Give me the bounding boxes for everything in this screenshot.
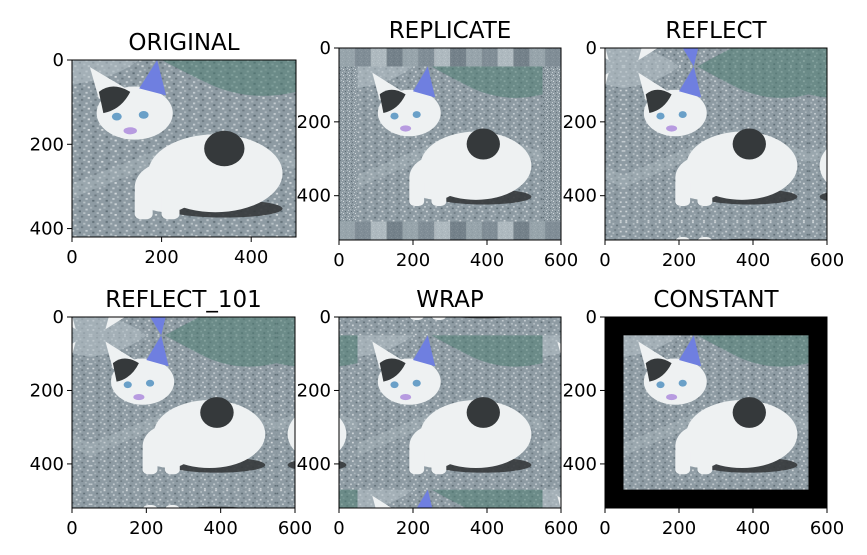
subplot-6: CONSTANT 0 200 400 600 0 200 400 (563, 287, 845, 539)
y-tick-label: 400 (297, 186, 331, 207)
y-tick-label: 200 (297, 380, 331, 401)
subplot-5-border-photo (339, 317, 358, 336)
image-area (339, 317, 561, 508)
subplot-title: REFLECT (665, 18, 767, 44)
x-tick-label: 400 (203, 518, 237, 539)
x-tick-label: 400 (470, 518, 504, 539)
subplot-title: CONSTANT (653, 287, 779, 313)
subplot-title: WRAP (416, 287, 484, 313)
subplot-4-photo (90, 335, 277, 490)
y-tick-label: 400 (30, 454, 64, 475)
y-tick-label: 400 (297, 454, 331, 475)
axes-frame (338, 47, 562, 241)
x-tick-label: 200 (396, 518, 430, 539)
image-area (605, 48, 827, 240)
subplot-3-border-photo (605, 221, 624, 240)
subplot-5-border-photo (542, 489, 561, 508)
x-tick-label: 400 (470, 250, 504, 271)
x-tick-label: 600 (544, 518, 578, 539)
subplot-5-border-photo (542, 317, 561, 336)
subplot-3-border-photo (623, 48, 809, 67)
image-area (72, 60, 296, 237)
x-tick-label: 400 (234, 247, 268, 268)
subplot-5: WRAP 0 200 400 600 0 200 400 (297, 287, 579, 539)
subplot-2-photo (357, 66, 543, 222)
x-tick-label: 0 (66, 518, 77, 539)
x-tick-label: 0 (599, 250, 610, 271)
subplot-4-border-photo (72, 489, 91, 508)
subplot-6-photo (623, 335, 809, 490)
subplot-4-border-photo (276, 489, 295, 508)
subplot-4-border-photo (276, 335, 295, 490)
subplot-4-border-photo (90, 317, 277, 336)
x-tick-label: 200 (662, 518, 696, 539)
y-tick-label: 400 (563, 454, 597, 475)
subplot-5-border-photo (357, 489, 543, 508)
y-tick-label: 200 (30, 134, 64, 155)
y-tick-label: 0 (53, 50, 64, 71)
image-area (72, 317, 295, 508)
subplot-3-border-photo (605, 48, 624, 67)
x-tick-label: 0 (66, 247, 77, 268)
subplot-4-border-photo (276, 317, 295, 336)
y-tick-label: 400 (563, 186, 597, 207)
x-tick-label: 200 (662, 250, 696, 271)
subplot-title: REFLECT_101 (105, 287, 262, 313)
subplot-3-photo (623, 66, 809, 222)
x-tick-label: 600 (810, 518, 844, 539)
x-tick-label: 600 (278, 518, 312, 539)
axes-frame (604, 47, 828, 241)
x-tick-label: 200 (144, 247, 178, 268)
subplot-5-border-photo (339, 489, 358, 508)
y-tick-label: 0 (320, 307, 331, 328)
image-area (605, 317, 827, 508)
subplot-title: ORIGINAL (128, 30, 239, 56)
subplot-4: REFLECT_101 0 200 400 600 0 200 400 (30, 287, 313, 539)
subplot-3-border-photo (808, 221, 827, 240)
subplot-5-border-photo (542, 335, 561, 490)
y-tick-label: 0 (320, 38, 331, 59)
subplot-title: REPLICATE (389, 18, 512, 44)
subplot-4-border-photo (90, 489, 277, 508)
x-tick-label: 400 (736, 518, 770, 539)
axes-frame (604, 316, 828, 509)
subplot-4-border-photo (72, 317, 91, 336)
x-tick-label: 200 (396, 250, 430, 271)
image-area (339, 48, 561, 240)
x-tick-label: 200 (129, 518, 163, 539)
subplot-4-border-photo (72, 335, 91, 490)
axes-frame (71, 59, 297, 238)
x-tick-label: 0 (599, 518, 610, 539)
subplot-3-border-photo (605, 66, 624, 222)
subplot-3-border-photo (808, 66, 827, 222)
x-tick-label: 600 (544, 250, 578, 271)
y-tick-label: 0 (53, 307, 64, 328)
y-tick-label: 200 (563, 112, 597, 133)
x-tick-label: 0 (333, 250, 344, 271)
axes-frame (71, 316, 296, 509)
subplot-5-photo (357, 335, 543, 490)
subplot-1-photo (72, 60, 296, 237)
axes-frame (338, 316, 562, 509)
x-tick-label: 0 (333, 518, 344, 539)
y-tick-label: 200 (563, 380, 597, 401)
y-tick-label: 200 (30, 380, 64, 401)
y-tick-label: 0 (586, 307, 597, 328)
subplot-3-border-photo (808, 48, 827, 67)
y-tick-label: 200 (297, 112, 331, 133)
y-tick-label: 0 (586, 38, 597, 59)
x-tick-label: 600 (810, 250, 844, 271)
x-tick-label: 400 (736, 250, 770, 271)
subplot-5-border-photo (339, 335, 358, 490)
subplot-2: REPLICATE 0 200 400 600 0 200 400 (297, 18, 579, 271)
y-tick-label: 400 (30, 219, 64, 240)
subplot-3: REFLECT 0 200 400 600 0 200 400 (563, 18, 845, 271)
